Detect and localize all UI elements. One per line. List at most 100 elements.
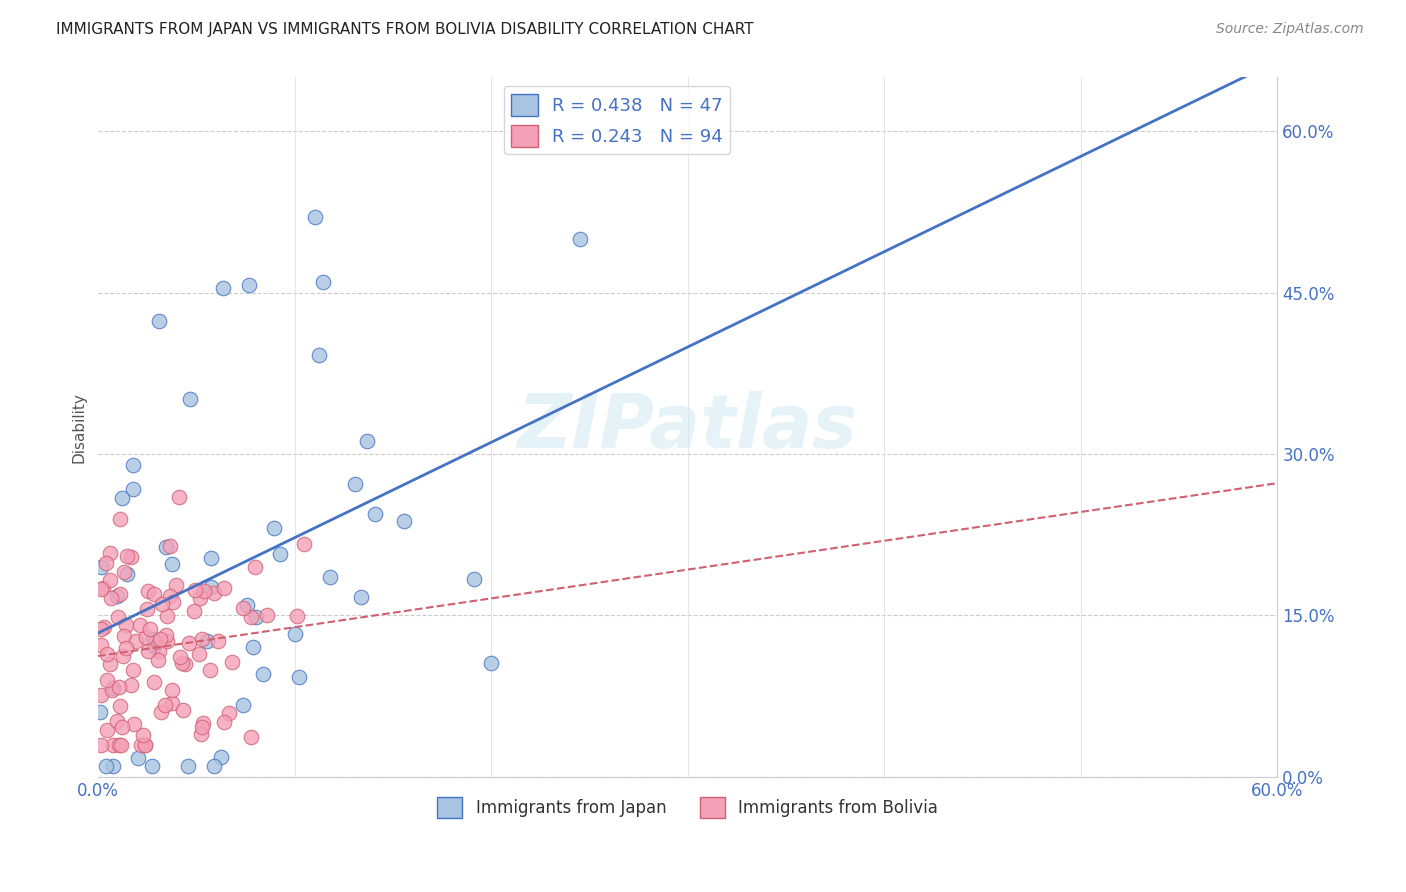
Point bbox=[356, 434, 378, 448]
Point bbox=[90, 560, 112, 574]
Point bbox=[263, 520, 285, 534]
Point bbox=[101, 759, 124, 773]
Point bbox=[183, 604, 205, 618]
Point bbox=[105, 714, 128, 728]
Point bbox=[94, 759, 117, 773]
Point bbox=[236, 599, 259, 613]
Point bbox=[135, 631, 157, 645]
Point bbox=[100, 591, 122, 605]
Point bbox=[242, 640, 264, 654]
Point bbox=[188, 647, 211, 661]
Point bbox=[96, 673, 118, 687]
Point bbox=[149, 632, 172, 646]
Point bbox=[160, 683, 183, 698]
Point bbox=[121, 663, 143, 677]
Point bbox=[132, 728, 155, 742]
Point bbox=[107, 609, 129, 624]
Point bbox=[152, 597, 174, 611]
Point bbox=[198, 663, 221, 677]
Point bbox=[98, 546, 121, 560]
Point bbox=[190, 727, 212, 741]
Point bbox=[90, 688, 112, 702]
Point bbox=[292, 537, 315, 551]
Point bbox=[142, 632, 165, 647]
Point bbox=[141, 759, 163, 773]
Point bbox=[169, 650, 191, 665]
Point bbox=[111, 648, 134, 663]
Point bbox=[200, 580, 222, 594]
Point bbox=[129, 738, 152, 752]
Point bbox=[176, 759, 198, 773]
Point bbox=[190, 632, 212, 646]
Point bbox=[138, 622, 160, 636]
Point bbox=[93, 620, 115, 634]
Point bbox=[98, 573, 121, 587]
Point bbox=[90, 582, 112, 596]
Point bbox=[159, 539, 181, 553]
Point bbox=[202, 759, 225, 773]
Point bbox=[114, 565, 136, 579]
Point bbox=[392, 514, 415, 528]
Point bbox=[159, 589, 181, 603]
Point bbox=[136, 583, 159, 598]
Point bbox=[209, 749, 232, 764]
Point bbox=[160, 696, 183, 710]
Point bbox=[232, 698, 254, 712]
Point bbox=[193, 584, 215, 599]
Point bbox=[108, 511, 131, 525]
Text: ZIPatlas: ZIPatlas bbox=[517, 391, 858, 464]
Point bbox=[212, 715, 235, 730]
Point bbox=[134, 738, 156, 752]
Point bbox=[100, 657, 122, 671]
Point bbox=[127, 750, 149, 764]
Point bbox=[96, 723, 118, 737]
Point bbox=[101, 738, 124, 752]
Point bbox=[245, 610, 267, 624]
Point bbox=[350, 590, 373, 604]
Point bbox=[111, 720, 134, 734]
Point bbox=[212, 581, 235, 595]
Point bbox=[239, 730, 262, 744]
Point bbox=[252, 667, 274, 681]
Point bbox=[308, 348, 330, 362]
Point bbox=[188, 591, 211, 605]
Point bbox=[211, 281, 233, 295]
Point bbox=[238, 278, 260, 293]
Point bbox=[134, 738, 156, 752]
Point bbox=[269, 547, 291, 561]
Point bbox=[195, 633, 218, 648]
Point bbox=[143, 587, 166, 601]
Point bbox=[148, 644, 170, 658]
Point bbox=[112, 629, 135, 643]
Point bbox=[221, 655, 243, 669]
Point bbox=[207, 634, 229, 648]
Point bbox=[115, 566, 138, 581]
Point bbox=[111, 491, 134, 505]
Point bbox=[170, 657, 193, 671]
Point bbox=[463, 572, 485, 586]
Point bbox=[179, 392, 201, 406]
Point bbox=[165, 578, 187, 592]
Point bbox=[200, 550, 222, 565]
Point bbox=[191, 720, 214, 734]
Point bbox=[155, 627, 177, 641]
Point bbox=[312, 275, 335, 289]
Point bbox=[121, 482, 143, 496]
Text: IMMIGRANTS FROM JAPAN VS IMMIGRANTS FROM BOLIVIA DISABILITY CORRELATION CHART: IMMIGRANTS FROM JAPAN VS IMMIGRANTS FROM… bbox=[56, 22, 754, 37]
Point bbox=[114, 617, 136, 632]
Point bbox=[285, 608, 308, 623]
Point bbox=[105, 589, 128, 603]
Point bbox=[156, 634, 179, 648]
Point bbox=[167, 490, 190, 504]
Point bbox=[136, 643, 159, 657]
Point bbox=[146, 653, 169, 667]
Point bbox=[94, 557, 117, 571]
Point bbox=[162, 594, 184, 608]
Point bbox=[110, 738, 132, 752]
Point bbox=[319, 569, 342, 583]
Point bbox=[174, 657, 197, 672]
Point bbox=[120, 678, 142, 692]
Point bbox=[115, 549, 138, 564]
Point bbox=[108, 587, 131, 601]
Point bbox=[304, 211, 326, 225]
